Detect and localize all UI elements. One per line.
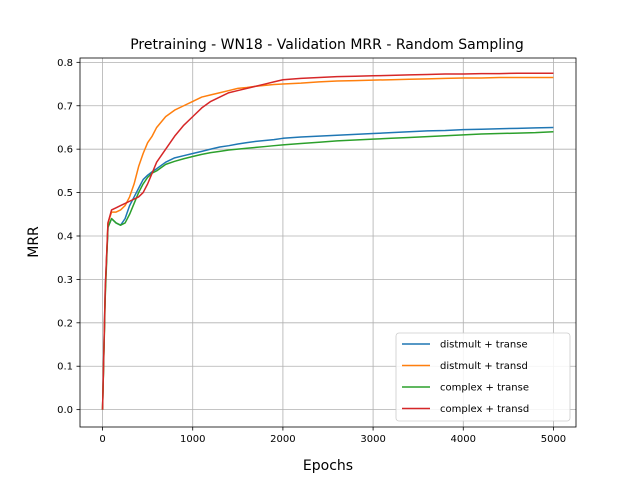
legend-label: distmult + transd [440,361,528,372]
y-tick-label: 0.2 [57,318,73,329]
series-lines [101,72,554,410]
x-axis-ticks: 0 1000 2000 3000 4000 5000 [99,427,566,445]
grid [80,58,576,427]
series-line-2 [101,76,554,410]
legend-label: complex + transd [440,404,529,415]
y-tick-label: 0.8 [57,58,73,69]
x-axis-label: Epochs [303,458,353,474]
legend-label: complex + transe [440,383,529,394]
y-tick-label: 0.3 [57,275,73,286]
x-tick-label: 5000 [541,434,566,445]
x-tick-label: 1000 [180,434,205,445]
series-line-3 [101,131,554,410]
x-tick-label: 4000 [451,434,476,445]
legend-label: distmult + transe [440,340,528,351]
y-tick-label: 0.4 [57,231,73,242]
y-axis-label: MRR [26,226,42,258]
chart-title: Pretraining - WN18 - Validation MRR - Ra… [130,37,524,53]
legend-box [395,332,571,422]
x-tick-label: 3000 [360,434,385,445]
plot-frame [79,57,577,428]
y-tick-label: 0.0 [57,405,73,416]
series-line-1 [101,126,554,410]
y-axis-ticks: 0.0 0.1 0.2 0.3 0.4 0.5 0.6 0.7 0.8 [57,58,80,416]
y-tick-label: 0.1 [57,362,73,373]
x-tick-label: 0 [99,434,105,445]
series-line-4 [101,72,554,410]
y-tick-label: 0.6 [57,145,73,156]
y-tick-label: 0.5 [57,188,73,199]
x-tick-label: 2000 [270,434,295,445]
y-tick-label: 0.7 [57,101,73,112]
legend: distmult + transe distmult + transd comple… [395,332,571,422]
